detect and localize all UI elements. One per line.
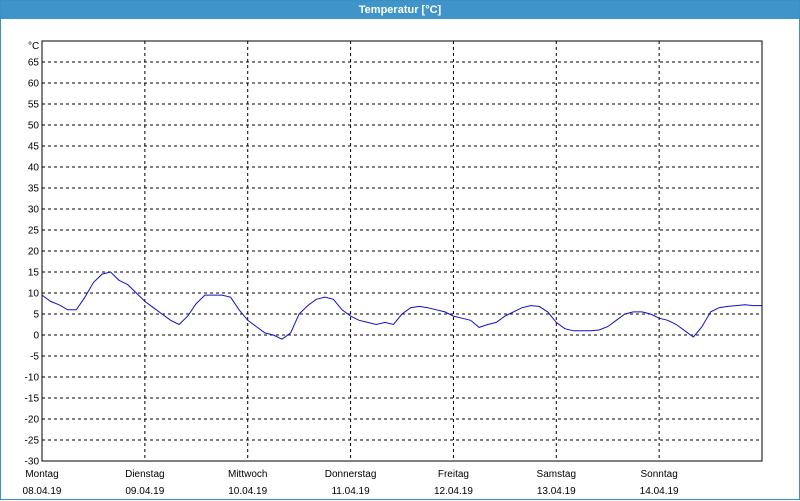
y-axis-unit-label: °C <box>28 41 39 52</box>
x-tick-date-label: 14.04.19 <box>640 486 679 497</box>
x-tick-date-label: 11.04.19 <box>331 486 370 497</box>
y-tick-label: 60 <box>28 79 40 90</box>
x-tick-day-label: Donnerstag <box>325 469 377 480</box>
x-tick-date-label: 08.04.19 <box>23 486 62 497</box>
y-tick-label: 0 <box>33 331 39 342</box>
x-tick-date-label: 12.04.19 <box>434 486 473 497</box>
y-tick-label: 5 <box>33 310 39 321</box>
y-tick-label: 50 <box>28 121 40 132</box>
y-axis-ticks: 65605550454035302520151050-5-10-15-20-25… <box>25 58 40 468</box>
plot-area-border <box>41 40 763 462</box>
x-tick-day-label: Freitag <box>438 469 469 480</box>
x-tick-date-label: 13.04.19 <box>537 486 576 497</box>
chart-title: Temperatur [°C] <box>1 1 799 19</box>
x-tick-day-label: Mittwoch <box>228 469 267 480</box>
x-tick-day-label: Dienstag <box>125 469 164 480</box>
x-axis-ticks: Montag 08.04.19 Dienstag 09.04.19 Mittwoch 10… <box>23 469 680 497</box>
y-tick-label: 35 <box>28 184 40 195</box>
x-tick-date-label: 09.04.19 <box>125 486 164 497</box>
y-tick-label: -20 <box>25 415 40 426</box>
y-tick-label: 20 <box>28 247 40 258</box>
y-tick-label: -15 <box>25 394 40 405</box>
y-tick-label: 40 <box>28 163 40 174</box>
y-tick-label: 45 <box>28 142 40 153</box>
y-tick-label: -5 <box>30 352 39 363</box>
y-tick-label: -30 <box>25 457 40 468</box>
y-tick-label: 65 <box>28 58 40 69</box>
y-tick-label: 15 <box>28 268 40 279</box>
x-tick-day-label: Samstag <box>537 469 576 480</box>
x-tick-date-label: 10.04.19 <box>228 486 267 497</box>
x-tick-day-label: Montag <box>25 469 58 480</box>
y-tick-label: -10 <box>25 373 40 384</box>
y-tick-label: 30 <box>28 205 40 216</box>
y-tick-label: -25 <box>25 436 40 447</box>
grid-lines <box>42 41 762 461</box>
y-tick-label: 55 <box>28 100 40 111</box>
y-tick-label: 10 <box>28 289 40 300</box>
x-tick-day-label: Sonntag <box>641 469 678 480</box>
temperature-series-line <box>41 271 762 340</box>
y-tick-label: 25 <box>28 226 40 237</box>
